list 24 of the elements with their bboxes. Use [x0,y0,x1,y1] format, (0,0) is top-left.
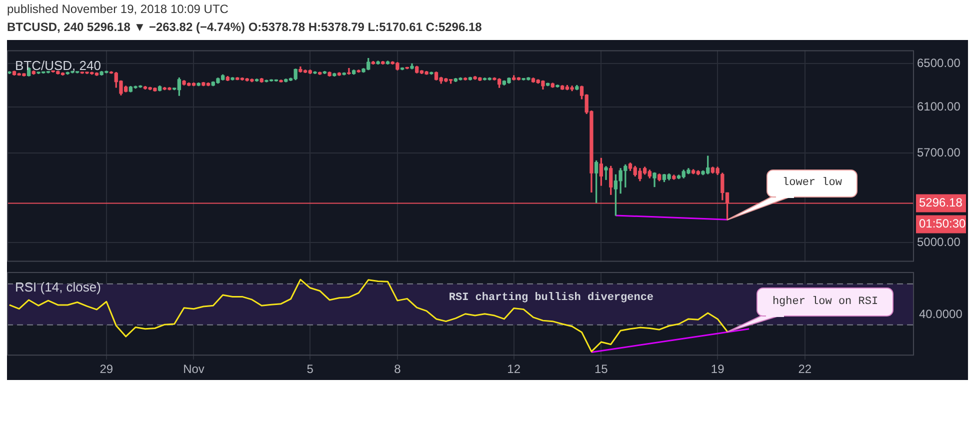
x-tick-label: 29 [100,362,114,376]
x-tick-label: 22 [798,362,812,376]
ref-line-label: 5296.18 [919,196,963,210]
text: published November 19, 2018 10:09 UTC [7,2,230,16]
x-tick-label: 19 [710,362,725,376]
text: BTCUSD, 240 5296.18 ▼ −263.82 (−4.74%) O:5378.78 H:5378.79 L:5170.61 C:5296.18 [7,20,483,34]
x-tick-label: Nov [183,362,204,376]
x-tick-label: 8 [394,362,402,376]
y-tick-label: 6500.00 [917,56,961,70]
candlestick [604,166,608,180]
y-tick-label: 5000.00 [917,234,961,249]
x-tick-label: 5 [306,362,314,376]
chart-title: RSI (14, close) [15,280,101,295]
text: BTC/USD, 240 [15,58,101,73]
y-tick-label: 5700.00 [917,145,961,160]
x-tick-label: 15 [594,362,608,376]
text: 01:50:30 [919,216,966,231]
annotation: lower low [767,170,858,197]
annotation: RSI charting bullish divergence [448,292,654,304]
text: 40.0000 [919,306,963,321]
y-tick-label: 6100.00 [917,99,961,114]
candlestick [347,68,351,75]
x-tick-label: 12 [507,362,521,376]
annotation: hgher low on RSI [757,288,894,316]
